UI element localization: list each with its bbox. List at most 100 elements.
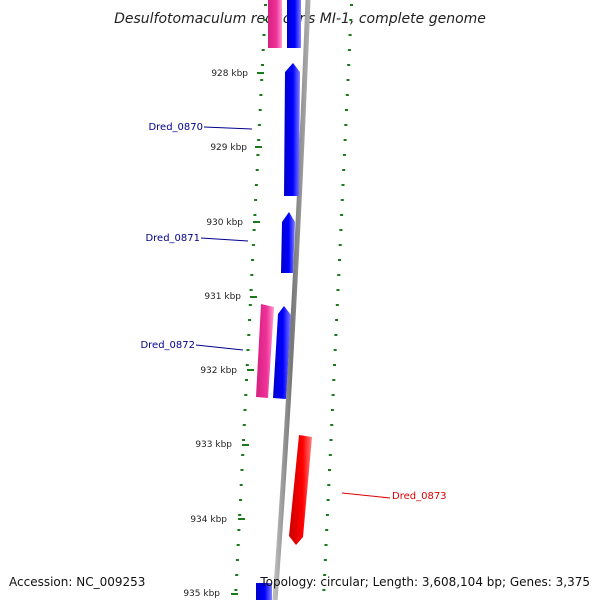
outer-minor-tick [334,334,338,336]
outer-minor-tick [340,199,344,201]
inner-minor-tick [237,529,241,531]
outer-minor-tick [340,214,344,216]
tick-label-933: 933 kbp [195,440,232,450]
inner-minor-tick [242,424,246,426]
inner-minor-tick [239,484,243,486]
inner-minor-tick [235,574,239,576]
inner-minor-tick [258,109,262,111]
outer-minor-tick [335,319,339,321]
tick-label-935: 935 kbp [183,589,220,599]
outer-minor-tick [343,139,347,141]
outer-minor-tick [346,79,350,81]
outer-minor-tick [331,394,335,396]
inner-minor-tick [235,559,239,561]
inner-minor-tick [256,154,260,156]
inner-minor-tick [234,589,238,591]
inner-minor-tick [259,94,263,96]
inner-minor-tick [263,19,267,21]
inner-minor-tick [251,259,255,261]
outer-minor-tick [330,409,334,411]
inner-tick-track [234,4,267,591]
genome-backbone [272,0,311,600]
outer-minor-tick [347,64,351,66]
accession-text: Accession: NC_009253 [9,575,145,589]
outer-minor-tick [332,379,336,381]
outer-minor-tick [342,169,346,171]
outer-minor-tick [342,154,346,156]
inner-minor-tick [238,514,242,516]
outer-minor-tick [333,364,336,366]
outer-minor-tick [326,499,330,501]
inner-minor-tick [243,409,247,411]
inner-minor-tick [254,199,258,201]
outer-minor-tick [345,109,348,111]
outer-minor-tick [333,349,337,351]
outer-minor-tick [348,34,352,36]
inner-minor-tick [239,499,242,501]
outer-minor-tick [327,484,331,486]
inner-minor-tick [257,124,261,126]
inner-minor-tick [247,334,251,336]
inner-minor-tick [254,184,258,186]
label-connector-dred-0871 [200,237,249,242]
outer-minor-tick [325,514,329,516]
gene-feature-blue-partial-top[interactable] [287,0,301,48]
outer-minor-tick [323,559,327,561]
inner-minor-tick [245,364,249,366]
inner-minor-tick [245,379,248,381]
inner-minor-tick [261,64,264,66]
label-connector-dred-0870 [203,126,253,130]
outer-minor-tick [329,439,333,441]
inner-minor-tick [240,469,244,471]
tick-label-931: 931 kbp [204,292,241,302]
gene-feature-pink-partial-top[interactable] [268,0,282,48]
inner-minor-tick [248,304,252,306]
gene-label-dred-0872[interactable]: Dred_0872 [140,340,195,351]
outer-minor-tick [335,304,339,306]
gene-label-dred-0873[interactable]: Dred_0873 [392,491,447,502]
outer-minor-tick [338,259,341,261]
inner-minor-tick [255,169,259,171]
inner-minor-tick [252,229,256,231]
label-connector-dred-0872 [195,344,244,351]
tick-label-932: 932 kbp [200,366,237,376]
gene-label-dred-0871[interactable]: Dred_0871 [145,233,200,244]
gene-feature-dred-0872[interactable] [273,306,291,399]
tick-label-928: 928 kbp [211,69,248,79]
outer-minor-tick [328,469,331,471]
gene-feature-dred-0871[interactable] [281,212,295,273]
gene-feature-blue-partial-bottom[interactable] [256,583,272,600]
outer-minor-tick [325,529,329,531]
gene-label-dred-0870[interactable]: Dred_0870 [148,122,203,133]
outer-minor-tick [339,229,343,231]
kbp-scale: 928 kbp 929 kbp 930 kbp 931 kbp 932 kbp … [183,69,264,599]
inner-minor-tick [248,319,252,321]
inner-minor-tick [249,289,253,291]
outer-minor-tick [324,544,328,546]
outer-minor-tick [323,574,327,576]
inner-minor-tick [246,349,250,351]
inner-minor-tick [264,4,267,6]
inner-minor-tick [261,49,265,51]
outer-minor-tick [345,94,349,96]
outer-minor-tick [349,19,353,21]
outer-minor-tick [330,424,334,426]
outer-minor-tick [341,184,345,186]
gene-feature-dred-0870[interactable] [284,63,300,196]
outer-minor-tick [347,49,351,51]
gene-feature-dred-0873[interactable] [289,435,312,545]
inner-minor-tick [242,439,245,441]
outer-minor-tick [344,124,348,126]
label-connector-dred-0873 [341,492,391,499]
inner-minor-tick [244,394,248,396]
outer-minor-tick [350,4,353,6]
topology-text: Topology: circular; Length: 3,608,104 bp… [259,575,590,589]
outer-minor-tick [338,244,342,246]
outer-minor-tick [337,274,341,276]
gene-feature-pink-0872-pair[interactable] [256,304,274,398]
tick-label-929: 929 kbp [210,143,247,153]
inner-minor-tick [260,79,264,81]
outer-tick-track [322,4,353,591]
